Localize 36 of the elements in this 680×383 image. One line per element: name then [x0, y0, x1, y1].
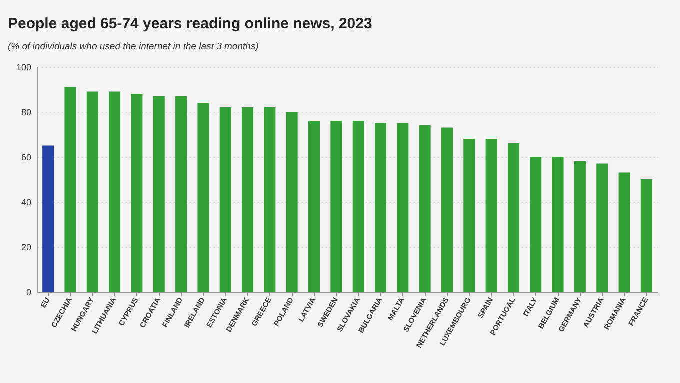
bar — [552, 157, 564, 292]
bar — [574, 162, 586, 292]
bar — [176, 96, 188, 292]
bar — [530, 157, 542, 292]
bar — [618, 172, 630, 292]
bar — [64, 87, 76, 292]
bar — [640, 180, 652, 292]
bar — [397, 123, 409, 292]
bar — [486, 139, 498, 292]
bar — [242, 108, 254, 292]
bar — [286, 112, 298, 292]
bar — [596, 164, 608, 292]
bar — [375, 123, 386, 292]
bar — [131, 94, 143, 292]
bar — [419, 126, 431, 292]
chart-title: People aged 65-74 years reading online news, 2023 — [8, 16, 372, 32]
bar — [264, 108, 276, 292]
bar — [508, 144, 520, 292]
chart-subtitle: (% of individuals who used the internet in the last 3 months) — [8, 42, 259, 52]
y-tick-label: 20 — [21, 242, 32, 252]
bar — [441, 128, 453, 292]
y-tick-label: 0 — [26, 288, 32, 298]
y-tick-label: 80 — [21, 108, 32, 118]
bar — [109, 92, 121, 292]
bar — [153, 96, 165, 292]
bar — [198, 103, 210, 292]
bar — [464, 139, 476, 292]
bar — [86, 92, 98, 292]
y-tick-label: 60 — [21, 152, 32, 162]
bar — [330, 121, 342, 292]
bar — [308, 121, 320, 292]
y-tick-label: 100 — [16, 62, 32, 72]
bar — [352, 121, 364, 292]
bar — [220, 108, 232, 292]
bar — [42, 146, 54, 292]
y-tick-label: 40 — [21, 198, 32, 208]
